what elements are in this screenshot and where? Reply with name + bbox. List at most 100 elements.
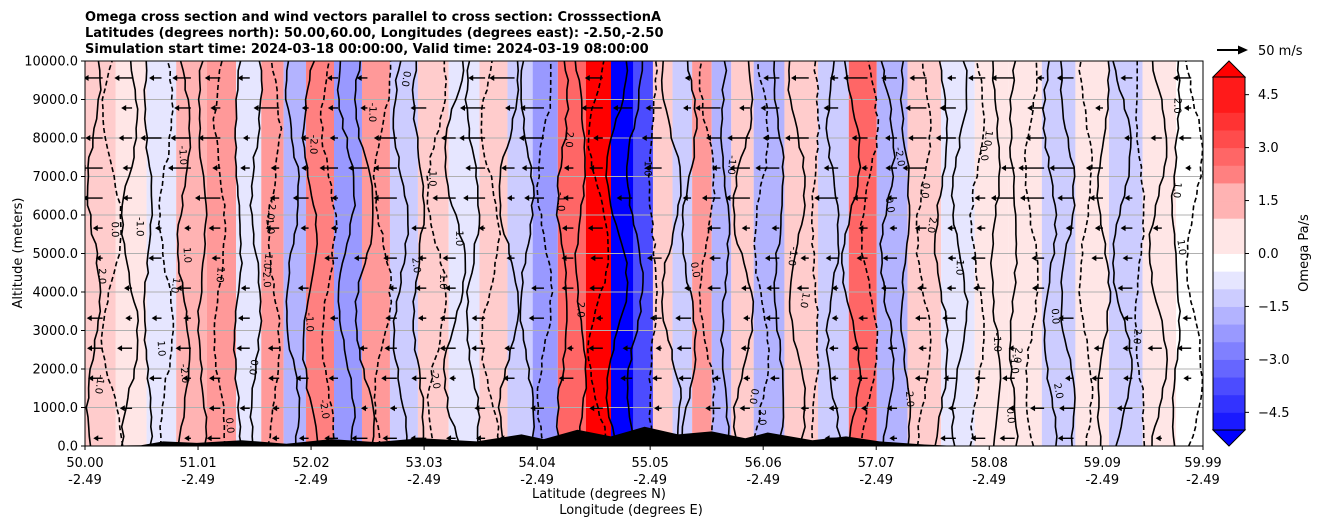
contour-line xyxy=(933,61,949,446)
wind-vector xyxy=(563,195,574,202)
wind-vector-head xyxy=(1059,405,1065,412)
wind-vector xyxy=(1117,285,1133,292)
wind-vector xyxy=(654,405,662,412)
contour-line xyxy=(1023,61,1039,446)
contour-line xyxy=(120,61,140,446)
wind-vector-head xyxy=(581,104,587,111)
wind-vector xyxy=(253,104,280,111)
wind-vector xyxy=(1031,255,1045,262)
contour-line xyxy=(353,61,376,446)
wind-vector-head xyxy=(471,315,477,322)
wind-vector xyxy=(589,165,603,172)
wind-vector-head xyxy=(939,104,945,111)
wind-vector-head xyxy=(1120,225,1126,232)
wind-vector-head xyxy=(432,195,438,202)
wind-vector-head xyxy=(678,375,684,382)
x-tick-label-lat: 59.99 xyxy=(1184,456,1221,471)
contour-line xyxy=(319,61,338,446)
contour-line xyxy=(859,61,880,446)
wind-vector-head xyxy=(300,225,306,232)
wind-vector-head xyxy=(198,135,204,141)
wind-vector-head xyxy=(1001,165,1007,172)
wind-vector xyxy=(885,165,898,172)
contour-label: 1.0 xyxy=(981,130,994,147)
x-tick-label-lon: -2.49 xyxy=(520,473,554,488)
wind-vector xyxy=(353,255,368,262)
wind-vector xyxy=(1122,255,1133,262)
colorbar-tick-label: 0.0 xyxy=(1258,247,1279,262)
wind-vector-head xyxy=(999,435,1005,442)
wind-vector xyxy=(595,315,603,322)
wind-vector-head xyxy=(701,195,707,202)
contour-line xyxy=(969,61,986,446)
contour-label: -1.0 xyxy=(725,155,737,175)
contour-label: 2.0 xyxy=(96,268,107,284)
y-tick-label: 3000.0 xyxy=(33,324,79,339)
contour-label: 1.0 xyxy=(260,253,273,270)
contour-line xyxy=(1041,61,1058,446)
wind-vector-head xyxy=(682,195,688,202)
contour-label: -1.0 xyxy=(176,145,188,165)
wind-vector xyxy=(649,315,662,322)
wind-vector-head xyxy=(882,255,888,262)
wind-vector-head xyxy=(125,315,131,322)
wind-vector xyxy=(148,255,162,262)
wind-vector xyxy=(881,74,898,81)
wind-vector-head xyxy=(646,255,652,262)
wind-vector-head xyxy=(886,195,892,202)
wind-vector-head xyxy=(908,135,914,141)
wind-vector-head xyxy=(119,405,125,412)
wind-vector xyxy=(301,104,309,111)
wind-vector xyxy=(947,255,956,262)
wind-vector-head xyxy=(946,285,952,292)
wind-vector-head xyxy=(852,345,858,352)
contour-label: -2.0 xyxy=(317,399,331,420)
wind-vector-head xyxy=(902,165,908,172)
colorbar-segment xyxy=(1213,359,1245,378)
wind-vector xyxy=(727,135,750,141)
wind-vector xyxy=(593,135,603,141)
wind-vector-head xyxy=(1085,165,1091,172)
wind-vector xyxy=(465,165,486,172)
contour-line xyxy=(698,61,716,446)
wind-vector xyxy=(589,405,603,412)
wind-vector xyxy=(1147,345,1162,352)
wind-vector-head xyxy=(766,285,772,292)
wind-vector-head xyxy=(861,165,867,172)
wind-vector xyxy=(441,135,456,141)
wind-vector-head xyxy=(1124,135,1130,141)
wind-vector xyxy=(584,74,603,81)
contour-line xyxy=(950,61,969,446)
contour-line xyxy=(1185,61,1203,446)
wind-vector-head xyxy=(122,195,128,202)
wind-vector-head xyxy=(654,405,660,412)
wind-vector-head xyxy=(885,165,891,172)
wind-vector xyxy=(319,165,339,172)
wind-vector-head xyxy=(652,375,658,382)
contour-line xyxy=(1096,61,1112,446)
wind-vector-head xyxy=(843,74,849,81)
wind-vector xyxy=(373,195,397,202)
wind-vector xyxy=(172,74,191,81)
wind-vector-head xyxy=(755,165,761,172)
x-tick-label-lat: 54.04 xyxy=(519,456,556,471)
wind-vector xyxy=(909,74,927,81)
colorbar-segment xyxy=(1213,235,1245,254)
wind-vector xyxy=(194,195,221,202)
wind-vector-head xyxy=(117,345,123,352)
contour-line xyxy=(586,61,610,446)
vector-key-arrowhead-icon xyxy=(1238,45,1248,55)
wind-vector-head xyxy=(531,285,537,292)
contour-label: 2.0 xyxy=(1131,328,1143,345)
x-tick-label-lon: -2.49 xyxy=(1085,473,1119,488)
wind-vector xyxy=(295,375,309,382)
wind-vector-head xyxy=(1122,255,1128,262)
wind-vector-head xyxy=(140,135,146,141)
wind-vector-head xyxy=(918,345,924,352)
x-tick-label-lon: -2.49 xyxy=(633,473,667,488)
contour-label: 1.0 xyxy=(1170,182,1182,199)
wind-vector-head xyxy=(1183,375,1189,382)
wind-vector-head xyxy=(384,345,390,352)
contour-label: 0.0 xyxy=(109,222,120,238)
wind-vector xyxy=(823,165,839,172)
